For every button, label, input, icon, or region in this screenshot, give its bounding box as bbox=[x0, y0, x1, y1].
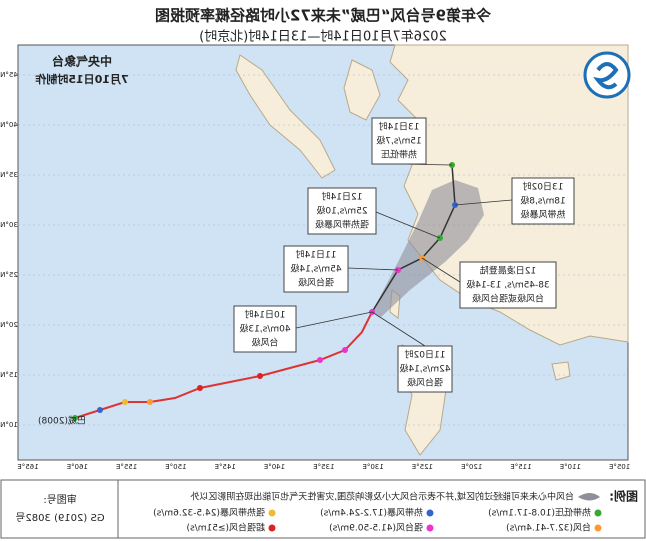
callout-text: 热带风暴级 bbox=[520, 209, 565, 221]
callout-text: 42m/s,14级 bbox=[399, 363, 450, 375]
forecast-track bbox=[371, 164, 456, 313]
longitude-label: 150°E bbox=[165, 463, 186, 471]
callout-box bbox=[283, 245, 349, 293]
legend-icon bbox=[268, 509, 276, 517]
callout-text: 38-45m/s, 13-14级 bbox=[466, 279, 550, 291]
callout-text: 12日凌晨登陆 bbox=[480, 265, 536, 277]
japan bbox=[235, 54, 336, 179]
callout-text: 25m/s,10级 bbox=[316, 205, 367, 217]
legend-cone-note: 台风中心未来可能经过的区域,并不表示台风大小及影响范围,灾害性天气也可能出现在阴… bbox=[190, 491, 574, 503]
callout-text: 45m/s,14级 bbox=[290, 263, 341, 275]
longitude-label: 145°E bbox=[215, 463, 236, 471]
callout-text: 台风级或强台风级 bbox=[472, 293, 544, 305]
legend-item: 台风(32.7-41.4m/s) bbox=[506, 522, 591, 534]
callout-box bbox=[307, 187, 377, 235]
callout-box bbox=[233, 305, 297, 353]
callout-text: 强热带风暴级 bbox=[315, 219, 369, 231]
latitude-label: 25°N bbox=[0, 271, 18, 279]
latitude-label: 15°N bbox=[0, 371, 18, 379]
legend-icon bbox=[268, 524, 276, 532]
longitude-label: 130°E bbox=[362, 463, 383, 471]
legend-title: 图例: bbox=[609, 489, 638, 504]
legend-item: 超强台风(≥51m/s) bbox=[186, 522, 265, 534]
legend-cone-icon bbox=[578, 493, 600, 501]
callout-text: 13日02时 bbox=[523, 181, 564, 193]
callout-box bbox=[511, 177, 575, 225]
callout-text: 13日14时 bbox=[379, 121, 420, 133]
logo-mark bbox=[593, 62, 619, 90]
callout-text: 15m/s,7级 bbox=[376, 135, 422, 147]
legend-icon bbox=[594, 509, 602, 517]
probability-cone bbox=[372, 180, 484, 318]
callout-text: 40m/s,13级 bbox=[239, 323, 290, 335]
callout-text: 强台风级 bbox=[298, 277, 334, 289]
longitude-label: 165°E bbox=[17, 463, 38, 471]
issuer-name: 中央气象台 bbox=[52, 54, 112, 69]
logo bbox=[583, 51, 631, 99]
longitude-label: 135°E bbox=[313, 463, 334, 471]
legend-item: 强热带风暴(24.5-32.6m/s) bbox=[153, 507, 265, 519]
approval-label: 审图号: bbox=[43, 493, 76, 506]
longitude-label: 125°E bbox=[412, 463, 433, 471]
longitude-label: 115°E bbox=[510, 463, 531, 471]
callout-text: 18m/s,8级 bbox=[520, 195, 566, 207]
callout-leaders bbox=[295, 163, 513, 347]
longitude-label: 155°E bbox=[116, 463, 137, 471]
latitude-label: 30°N bbox=[0, 221, 18, 229]
latitude-label: 40°N bbox=[0, 121, 18, 129]
callout-text: 12日14时 bbox=[322, 191, 363, 203]
approval-number: GS (2019) 3082号 bbox=[15, 512, 104, 524]
legend-icon bbox=[594, 524, 602, 532]
legend-item: 强台风(41.5-50.9m/s) bbox=[329, 522, 423, 534]
callout-text: 10日14时 bbox=[245, 309, 286, 321]
hainan bbox=[551, 361, 571, 381]
callout-box bbox=[397, 345, 453, 393]
legend-item: 热带低压(10.8-17.1m/s) bbox=[488, 507, 591, 519]
callout-text: 11日02时 bbox=[405, 349, 446, 361]
legend-panel bbox=[0, 479, 646, 539]
longitude-label: 160°E bbox=[67, 463, 88, 471]
title: 今年第9号台风“巴威”未来72小时路径概率预报图 bbox=[155, 7, 492, 25]
latitude-label: 45°N bbox=[0, 71, 18, 79]
callout-box bbox=[371, 117, 427, 165]
longitude-label: 105°E bbox=[609, 463, 630, 471]
callout-text: 强台风级 bbox=[407, 377, 443, 389]
latitude-label: 20°N bbox=[0, 321, 18, 329]
latitude-label: 10°N bbox=[0, 421, 18, 429]
callout-text: 台风级 bbox=[251, 337, 278, 349]
legend-item: 热带风暴(17.2-24.4m/s) bbox=[320, 507, 423, 519]
storm-label: 巴威(2008) bbox=[38, 415, 86, 427]
subtitle: 2026年7月10日14时—13日14时(北京时) bbox=[199, 30, 447, 45]
legend-icon bbox=[426, 524, 434, 532]
longitude-label: 120°E bbox=[461, 463, 482, 471]
latitude-label: 35°N bbox=[0, 171, 18, 179]
callout-text: 热带低压 bbox=[381, 149, 417, 161]
legend-icon bbox=[426, 509, 434, 517]
issuer-time: 7月10日15时制作 bbox=[35, 72, 128, 86]
callout-text: 11日14时 bbox=[296, 249, 337, 261]
longitude-label: 140°E bbox=[264, 463, 285, 471]
longitude-label: 110°E bbox=[560, 463, 581, 471]
callout-box bbox=[459, 261, 557, 309]
